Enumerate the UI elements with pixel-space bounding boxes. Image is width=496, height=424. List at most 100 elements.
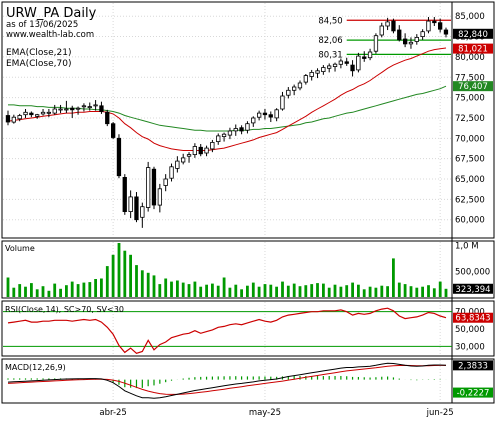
candle-up	[52, 108, 57, 114]
volume-bar	[211, 283, 214, 297]
volume-bar	[111, 254, 115, 297]
candle-up	[291, 86, 297, 91]
volume-bar	[374, 287, 378, 297]
candle-up	[46, 111, 51, 114]
volume-bar	[129, 254, 132, 297]
candle-up	[332, 63, 338, 67]
volume-bar	[152, 275, 156, 297]
volume-bar	[35, 289, 39, 297]
volume-bar	[6, 277, 10, 297]
legend-ema21: EMA(Close,21)	[6, 48, 71, 58]
candle-down	[134, 196, 139, 221]
candle-down	[262, 112, 268, 116]
volume-bar	[176, 280, 179, 297]
candle-down	[350, 64, 355, 72]
volume-bar	[53, 283, 57, 297]
as-of-date: as of 13/06/2025	[6, 20, 78, 30]
level-label: 84,50	[318, 16, 342, 26]
volume-bar	[117, 243, 121, 297]
candle-up	[256, 112, 262, 118]
volume-bar	[82, 282, 86, 297]
axis-tags-layer: 82,840 81,021 76,407 323,394 63,8343 2,3833 -0…	[453, 28, 493, 399]
volume-bar	[158, 284, 162, 297]
volume-bar	[123, 250, 127, 297]
volume-bar	[240, 289, 243, 297]
candle-up	[58, 108, 63, 111]
rsi-tick-label: 50,000	[455, 325, 485, 335]
candle-up	[157, 188, 163, 206]
candle-up	[35, 114, 40, 117]
volume-bar	[24, 286, 27, 297]
volume-last-label: 323,394	[455, 285, 490, 295]
price-tag-ema70	[453, 81, 493, 92]
candle-up	[210, 141, 215, 150]
price-tag-label: 82,840	[458, 30, 488, 40]
price-tick-label: 85,000	[455, 12, 485, 22]
volume-bar	[327, 287, 331, 297]
candle-up	[93, 104, 98, 107]
volume-bar	[432, 288, 436, 297]
volume-bar	[222, 277, 226, 297]
volume-bar	[357, 284, 360, 297]
candle-up	[286, 89, 291, 96]
candle-up	[23, 111, 28, 116]
volume-bar	[105, 266, 109, 297]
level-label: 80,31	[318, 50, 342, 60]
price-tick-label: 77,500	[455, 73, 485, 83]
volume-bar	[286, 285, 290, 297]
volume-bar	[199, 286, 203, 297]
volume-last-tag	[453, 283, 493, 294]
candle-up	[163, 178, 168, 186]
volume-bar	[88, 282, 92, 297]
price-tag-ema21	[453, 43, 493, 54]
ema70-line	[8, 85, 447, 132]
candle-down	[29, 112, 34, 116]
volume-bar	[275, 286, 278, 297]
volume-bar	[47, 290, 51, 297]
volume-bar	[386, 286, 389, 297]
candle-down	[344, 61, 349, 64]
macd-hist-tag	[453, 387, 493, 398]
candle-down	[151, 168, 157, 206]
candle-down	[437, 22, 443, 30]
volume-bar	[18, 284, 22, 297]
volume-bar	[12, 287, 16, 297]
date-tick-label: abr-25	[99, 408, 126, 418]
rsi-last-label: 63,8343	[455, 314, 490, 324]
volume-bar	[345, 285, 349, 297]
volume-bar	[409, 286, 413, 297]
rsi-line	[7, 307, 447, 354]
candle-up	[140, 206, 145, 218]
volume-bar	[392, 258, 395, 297]
volume-bar	[70, 281, 74, 297]
candle-up	[321, 67, 326, 72]
volume-bar	[368, 286, 372, 297]
volume-bar	[444, 288, 448, 297]
volume-bar	[59, 288, 62, 297]
macd-line	[7, 362, 447, 399]
volume-bar	[246, 285, 249, 297]
price-tick-label: 67,500	[455, 155, 485, 165]
candle-up	[426, 20, 431, 32]
candle-up	[274, 109, 279, 119]
volume-bar	[403, 284, 407, 297]
volume-bar	[193, 281, 197, 297]
candle-down	[397, 29, 402, 41]
rsi-tick-label: 70,000	[455, 308, 485, 318]
candle-up	[216, 135, 221, 142]
volume-bar	[263, 284, 267, 297]
candle-down	[116, 137, 122, 177]
candle-up	[221, 133, 227, 137]
candle-down	[402, 38, 408, 45]
candle-down	[268, 114, 273, 118]
macd-pane-title: MACD(12,26,9)	[5, 363, 66, 372]
chart-title: URW_PA Daily	[6, 6, 97, 21]
price-tag-label: 76,407	[458, 82, 488, 92]
candle-up	[420, 31, 425, 38]
volume-bar	[415, 287, 419, 297]
candle-up	[128, 196, 133, 212]
volume-bar	[30, 283, 33, 297]
candle-up	[251, 117, 256, 124]
candle-down	[362, 56, 367, 59]
